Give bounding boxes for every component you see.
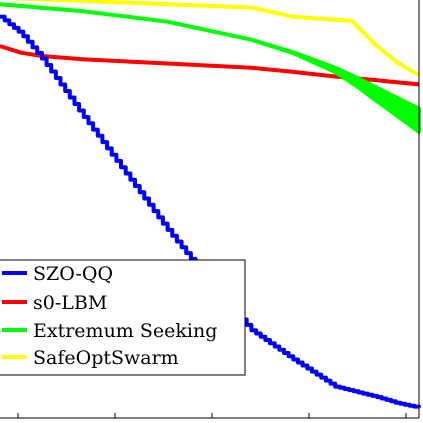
series-line-safeoptswarm (3, 0, 421, 77)
legend-box (0, 259, 246, 376)
legend-label-safeoptswarm: SafeOptSwarm (33, 347, 179, 369)
legend-label-extremum-seeking: Extremum Seeking (33, 320, 217, 342)
legend: SZO-QQ s0-LBM Extremum Seeking SafeOptSw… (0, 259, 246, 376)
legend-label-szo-qq: SZO-QQ (33, 263, 113, 285)
legend-label-s0-lbm: s0-LBM (33, 292, 107, 314)
x-axis-ticks (17, 413, 407, 418)
